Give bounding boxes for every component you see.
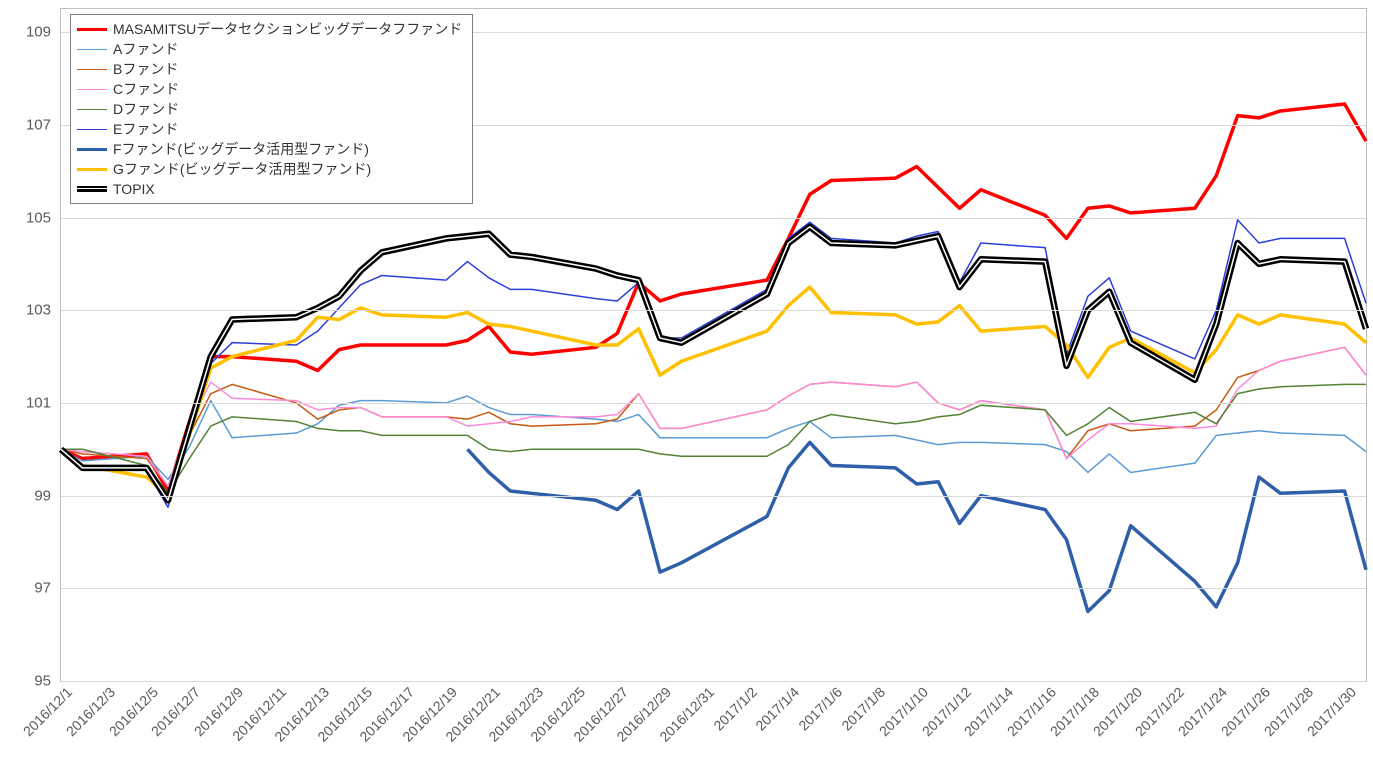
legend-item: Gファンド(ビッグデータ活用型ファンド) [77,159,462,179]
legend-item: Dファンド [77,99,462,119]
y-tick-label: 95 [34,673,61,690]
series-line [61,396,1366,479]
legend-swatch [77,109,107,110]
y-gridline [61,588,1366,589]
series-line [61,384,1366,493]
legend-swatch [77,129,107,130]
legend-item: MASAMITSUデータセクションビッグデータフファンド [77,19,462,39]
series-line [467,442,1366,611]
legend-swatch [77,28,107,31]
x-tick-label: 2017/1/2 [710,684,760,734]
legend: MASAMITSUデータセクションビッグデータフファンドAファンドBファンドCフ… [70,14,473,204]
legend-label: TOPIX [113,181,155,197]
y-gridline [61,496,1366,497]
legend-item: Cファンド [77,79,462,99]
y-gridline [61,218,1366,219]
legend-item: Bファンド [77,59,462,79]
legend-label: MASAMITSUデータセクションビッグデータフファンド [113,19,462,39]
legend-swatch [77,148,107,151]
y-gridline [61,403,1366,404]
y-gridline [61,310,1366,311]
legend-swatch [77,168,107,171]
legend-item: Eファンド [77,119,462,139]
legend-label: Aファンド [113,39,178,59]
y-tick-label: 97 [34,580,61,597]
y-tick-label: 103 [26,302,61,319]
legend-item: Aファンド [77,39,462,59]
fund-performance-line-chart: 9597991011031051071092016/12/12016/12/32… [0,0,1373,782]
legend-label: Fファンド(ビッグデータ活用型ファンド) [113,139,369,159]
y-tick-label: 109 [26,24,61,41]
legend-swatch [77,89,107,90]
x-tick-label: 2017/1/6 [795,684,845,734]
series-line [61,227,1366,500]
legend-label: Cファンド [113,79,179,99]
y-tick-label: 107 [26,116,61,133]
legend-item: TOPIX [77,179,462,199]
legend-swatch [77,49,107,50]
x-tick-label: 2017/1/4 [753,684,803,734]
legend-label: Dファンド [113,99,179,119]
legend-swatch [77,69,107,70]
legend-label: Bファンド [113,59,178,79]
y-gridline [61,681,1366,682]
y-tick-label: 99 [34,487,61,504]
legend-label: Gファンド(ビッグデータ活用型ファンド) [113,159,371,179]
y-tick-label: 105 [26,209,61,226]
y-tick-label: 101 [26,394,61,411]
legend-label: Eファンド [113,119,178,139]
legend-swatch [77,186,107,192]
legend-item: Fファンド(ビッグデータ活用型ファンド) [77,139,462,159]
